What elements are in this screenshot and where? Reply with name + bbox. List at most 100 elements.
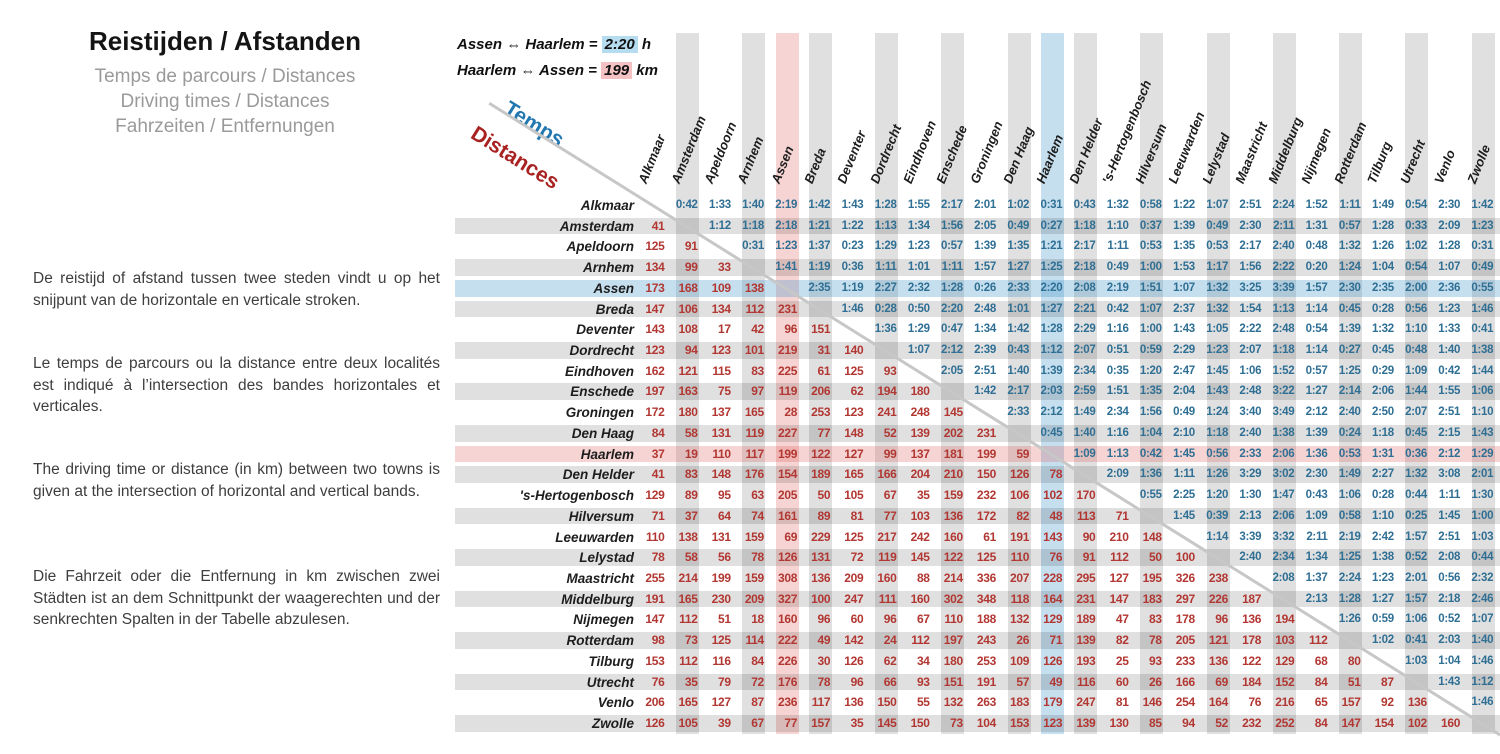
matrix-cell: 77 — [784, 716, 798, 730]
matrix-cell: 1:57 — [1305, 281, 1328, 294]
matrix-cell: 2:33 — [1007, 281, 1030, 294]
row-label: Leeuwarden — [555, 529, 634, 545]
matrix-cell: 1:51 — [1106, 385, 1129, 398]
paragraph-dutch: De reistijd of afstand tussen twee stede… — [33, 270, 440, 309]
matrix-cell: 2:17 — [1239, 240, 1262, 253]
matrix-cell: 103 — [1275, 633, 1295, 648]
row-band — [455, 383, 1500, 401]
matrix-cell: 122 — [943, 550, 963, 565]
matrix-cell: 336 — [976, 570, 996, 585]
matrix-cell: 89 — [817, 508, 831, 523]
matrix-cell: 136 — [1208, 653, 1229, 668]
matrix-cell: 0:37 — [1139, 219, 1162, 232]
column-band — [775, 33, 799, 734]
matrix-cell: 1:18 — [1073, 219, 1096, 232]
matrix-cell: 3:29 — [1239, 468, 1262, 481]
matrix-cell: 308 — [777, 570, 798, 585]
matrix-cell: 172 — [645, 405, 665, 420]
matrix-cell: 1:24 — [1206, 406, 1229, 419]
matrix-cell: 66 — [883, 674, 897, 689]
matrix-cell: 2:19 — [1106, 281, 1129, 294]
matrix-cell: 160 — [877, 570, 897, 585]
matrix-cell: 1:44 — [1405, 385, 1427, 398]
row-label: Tilburg — [588, 653, 635, 669]
matrix-cell: 2:47 — [1173, 364, 1195, 377]
matrix-cell: 1:46 — [1471, 654, 1494, 667]
matrix-cell: 80 — [1347, 653, 1361, 668]
matrix-cell: 1:39 — [1040, 364, 1063, 377]
row-label: Hilversum — [568, 508, 634, 524]
matrix-cell: 112 — [679, 653, 698, 668]
matrix-cell: 97 — [751, 384, 764, 399]
matrix-cell: 0:31 — [1040, 199, 1063, 211]
matrix-cell: 96 — [850, 674, 864, 689]
matrix-cell: 131 — [711, 425, 731, 440]
matrix-cell: 1:41 — [775, 261, 798, 274]
legend-distance-example: Haarlem ⇔ Assen = 199 km — [457, 62, 658, 79]
matrix-cell: 164 — [1043, 591, 1063, 606]
matrix-cell: 1:35 — [1139, 385, 1162, 398]
matrix-cell: 2:01 — [974, 199, 996, 211]
matrix-cell: 2:10 — [1173, 426, 1195, 439]
page-title: Reistijden / Afstanden — [88, 26, 362, 56]
matrix-cell: 1:45 — [1438, 509, 1461, 522]
matrix-cell: 2:29 — [1173, 344, 1195, 357]
subtitle-de: Fahrzeiten / Entfernungen — [115, 116, 335, 138]
matrix-cell: 2:17 — [1007, 385, 1030, 398]
matrix-cell: 148 — [1142, 529, 1162, 544]
matrix-cell: 1:49 — [1073, 406, 1096, 419]
matrix-cell: 110 — [944, 612, 963, 627]
row-band — [455, 445, 1500, 463]
matrix-cell: 84 — [1314, 716, 1328, 730]
matrix-cell: 255 — [645, 570, 665, 585]
matrix-cell: 1:43 — [1471, 426, 1494, 439]
matrix-cell: 150 — [877, 695, 897, 710]
legend: Assen ⇔ Haarlem = 2:20 h Haarlem ⇔ Assen… — [457, 36, 658, 88]
matrix-cell: 136 — [943, 508, 963, 523]
row-label: Deventer — [576, 322, 634, 338]
matrix-cell: 1:25 — [1338, 364, 1361, 377]
matrix-cell: 84 — [1314, 674, 1328, 689]
matrix-cell: 1:57 — [1405, 592, 1427, 605]
matrix-cell: 139 — [910, 425, 930, 440]
matrix-cell: 2:03 — [1438, 634, 1461, 647]
matrix-cell: 1:39 — [1173, 219, 1195, 232]
matrix-cell: 187 — [1242, 591, 1262, 606]
matrix-cell: 1:46 — [1471, 302, 1494, 315]
matrix-cell: 137 — [910, 446, 930, 461]
matrix-cell: 126 — [844, 653, 864, 668]
matrix-cell: 2:29 — [1073, 323, 1096, 336]
column-band — [1405, 33, 1429, 734]
matrix-cell: 77 — [817, 425, 831, 440]
matrix-cell: 236 — [777, 695, 798, 710]
matrix-cell: 1:04 — [1438, 654, 1461, 667]
matrix-cell: 47 — [1115, 612, 1129, 627]
matrix-cell: 243 — [976, 633, 996, 648]
matrix-cell: 1:06 — [1239, 364, 1262, 377]
matrix-cell: 1:40 — [1073, 426, 1096, 439]
matrix-cell: 75 — [718, 384, 731, 399]
matrix-cell: 137 — [711, 405, 731, 420]
matrix-cell: 193 — [1076, 653, 1096, 668]
matrix-cell: 1:07 — [1173, 281, 1195, 294]
matrix-cell: 1:22 — [1173, 199, 1195, 211]
matrix-cell: 2:19 — [1338, 530, 1361, 543]
matrix-cell: 1:20 — [1206, 489, 1229, 502]
matrix-cell: 0:49 — [1206, 219, 1229, 232]
row-band — [455, 715, 1500, 732]
matrix-cell: 49 — [1049, 674, 1063, 689]
matrix-cell: 0:43 — [1305, 489, 1328, 502]
matrix-cell: 297 — [1175, 591, 1195, 606]
matrix-cell: 100 — [811, 591, 831, 606]
matrix-cell: 2:15 — [1438, 426, 1461, 439]
matrix-cell: 1:01 — [907, 261, 930, 274]
matrix-cell: 35 — [850, 716, 864, 730]
matrix-cell: 2:05 — [941, 364, 963, 377]
matrix-cell: 0:58 — [1139, 199, 1162, 211]
row-label: Den Helder — [562, 467, 634, 483]
matrix-cell: 1:45 — [1206, 364, 1229, 377]
matrix-cell: 79 — [718, 674, 731, 689]
matrix-cell: 1:00 — [1471, 509, 1494, 522]
matrix-cell: 1:52 — [1305, 199, 1328, 211]
matrix-cell: 1:07 — [907, 344, 930, 357]
